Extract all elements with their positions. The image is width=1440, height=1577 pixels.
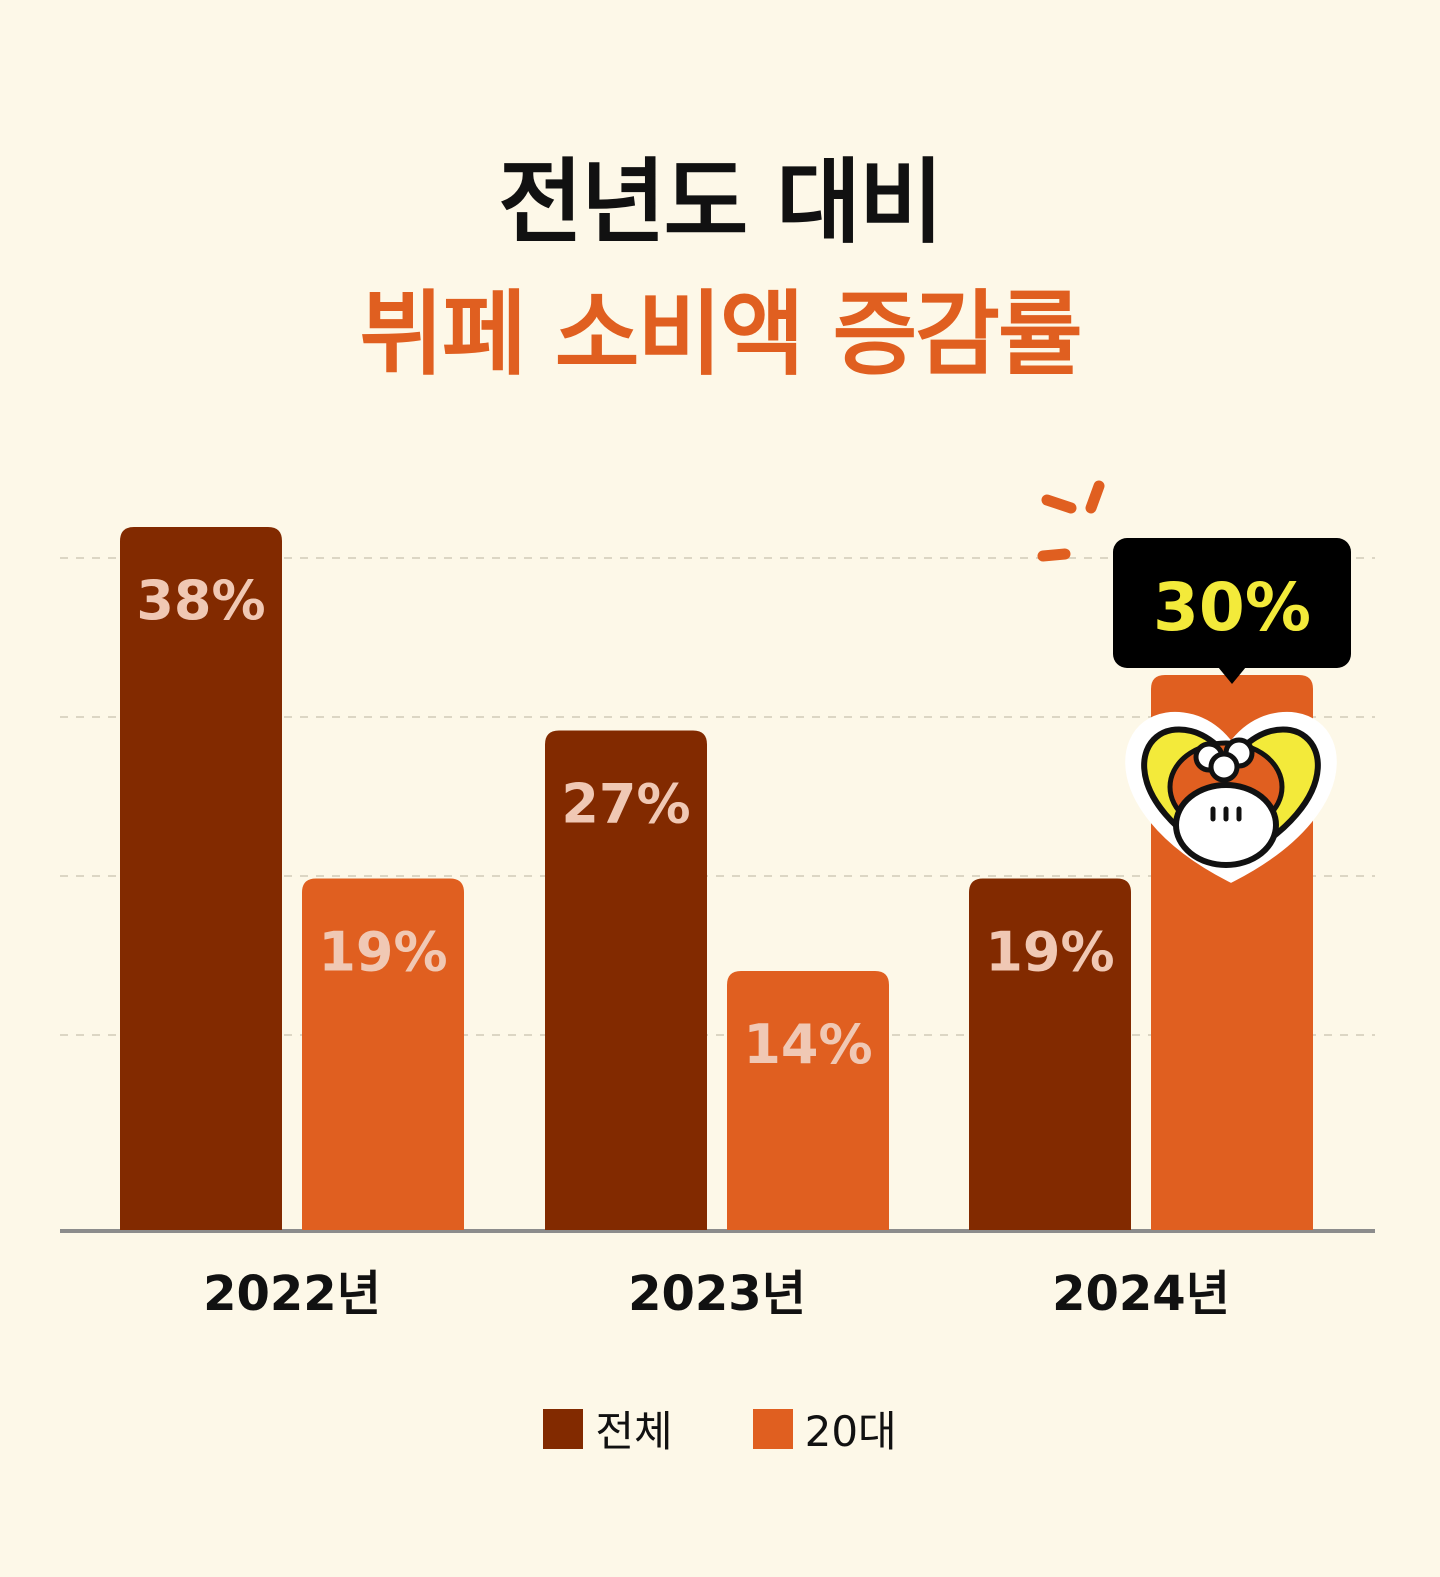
legend-label-20s: 20대: [804, 1407, 897, 1456]
x-axis-tick-label: 2022년: [203, 1266, 381, 1322]
x-axis-tick-labels: 2022년 2023년 2024년: [203, 1266, 1230, 1322]
decorations: 30%: [1037, 480, 1351, 883]
x-axis-tick-label: 2024년: [1052, 1266, 1230, 1322]
bar: [302, 878, 464, 1230]
highlight-value-label: 30%: [1153, 569, 1311, 646]
bar: [120, 527, 282, 1230]
monkey-mascot-icon: [1125, 712, 1337, 883]
x-axis-tick-label: 2023년: [628, 1266, 806, 1322]
bar-value-label: 38%: [136, 569, 265, 632]
legend-swatch-20s: [752, 1408, 793, 1449]
bar-value-label: 19%: [318, 921, 447, 984]
legend-label-total: 전체: [595, 1407, 673, 1456]
highlight-callout-pointer: [1218, 667, 1246, 684]
value-labels: 38% 19% 27% 14% 19%: [136, 569, 1114, 1076]
bar-value-label: 19%: [985, 921, 1114, 984]
legend: 전체 20대: [0, 1398, 1440, 1459]
bars: [120, 527, 1313, 1230]
bar-value-label: 14%: [743, 1013, 872, 1076]
sparkle-line: [1085, 480, 1105, 514]
bar: [727, 971, 889, 1230]
legend-swatch-total: [543, 1408, 584, 1449]
bar: [969, 878, 1131, 1230]
sparkle-line: [1037, 548, 1071, 562]
highlight-callout: [1113, 538, 1351, 668]
chart-title: 전년도 대비: [498, 149, 943, 256]
chart-subtitle: 뷔페 소비액 증감률: [359, 281, 1082, 388]
sparkle-line: [1041, 494, 1077, 514]
bar: [545, 730, 707, 1230]
mascot-face: [1173, 782, 1279, 868]
legend-item-total: 전체: [543, 1398, 673, 1459]
bar-value-label: 27%: [561, 773, 690, 836]
legend-item-20s: 20대: [752, 1398, 897, 1459]
sparkle-lines-icon: [1037, 480, 1105, 562]
mascot-ear: [1208, 751, 1240, 783]
